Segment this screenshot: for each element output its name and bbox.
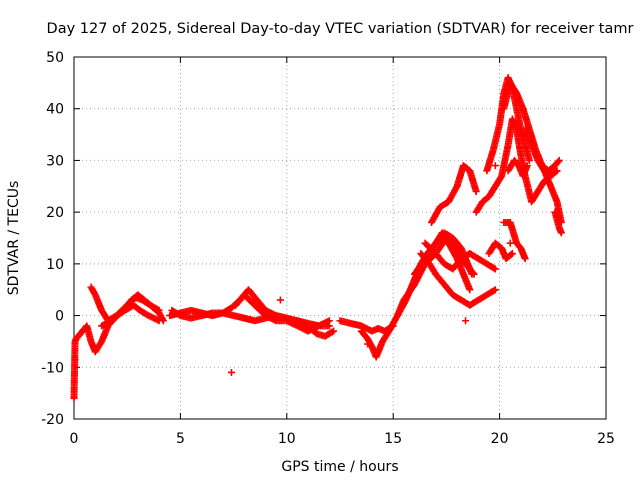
- y-tick-label: 30: [46, 153, 64, 169]
- x-tick-label: 15: [384, 431, 402, 447]
- data-point: [328, 328, 336, 336]
- x-tick-label: 0: [70, 431, 79, 447]
- data-point: [507, 251, 515, 259]
- y-tick-label: -10: [41, 360, 64, 376]
- chart-title: Day 127 of 2025, Sidereal Day-to-day VTE…: [47, 21, 634, 37]
- y-tick-label: 40: [46, 102, 64, 118]
- data-point: [71, 356, 79, 364]
- data-point: [552, 168, 560, 176]
- series-trace-c: [98, 291, 163, 330]
- series-trace-t: [504, 156, 531, 180]
- x-tick-label: 25: [597, 431, 615, 447]
- data-point: [155, 306, 163, 314]
- data-point: [472, 187, 480, 195]
- y-tick-label: 10: [46, 257, 64, 273]
- x-tick-labels: 0 5 10 15 20 25: [70, 431, 615, 447]
- data-point: [506, 239, 514, 247]
- data-point: [553, 167, 561, 175]
- series-trace-w: [551, 208, 565, 237]
- y-tick-label: 20: [46, 205, 64, 221]
- data-point: [468, 270, 476, 278]
- axis-ticks: [73, 56, 607, 420]
- x-tick-label: 5: [176, 431, 185, 447]
- data-point: [554, 158, 562, 166]
- data-point: [521, 255, 529, 263]
- data-point: [491, 265, 499, 273]
- data-point: [466, 286, 474, 294]
- series-trace-n: [421, 239, 499, 273]
- series-trace-f: [232, 291, 333, 335]
- y-tick-labels: -20 -10 0 10 20 30 40 50: [41, 50, 64, 428]
- data-point: [159, 317, 167, 325]
- data-point: [364, 340, 372, 348]
- data-point: [325, 322, 333, 330]
- data-points: [70, 74, 565, 402]
- data-point: [227, 368, 235, 376]
- plot-frame: [73, 56, 607, 420]
- data-point: [497, 173, 505, 181]
- x-tick-label: 10: [278, 431, 296, 447]
- data-point: [154, 306, 162, 314]
- data-point: [557, 229, 565, 237]
- data-point: [276, 296, 284, 304]
- y-tick-label: -20: [41, 412, 64, 428]
- series-trace-u: [500, 218, 529, 263]
- data-point: [491, 286, 499, 294]
- series-trace-l: [410, 229, 476, 278]
- data-point: [508, 250, 516, 258]
- data-point: [330, 327, 338, 335]
- series-trace-p: [472, 115, 561, 216]
- y-tick-label: 0: [55, 309, 64, 325]
- data-point: [491, 162, 499, 170]
- x-tick-label: 20: [491, 431, 509, 447]
- y-axis-label: SDTVAR / TECUs: [6, 181, 22, 296]
- series-trace-s: [521, 125, 565, 226]
- data-point: [555, 156, 563, 164]
- series-trace-o: [428, 162, 480, 226]
- data-point: [490, 264, 498, 272]
- data-point: [462, 317, 470, 325]
- x-axis-label: GPS time / hours: [281, 459, 398, 475]
- data-point: [525, 156, 533, 164]
- data-point: [523, 162, 531, 170]
- data-point: [490, 287, 498, 295]
- series-trace-m: [417, 250, 499, 309]
- series-outliers: [71, 162, 514, 376]
- y-tick-label: 50: [46, 50, 64, 66]
- series-trace-v: [485, 239, 516, 263]
- series-trace-g: [293, 317, 338, 340]
